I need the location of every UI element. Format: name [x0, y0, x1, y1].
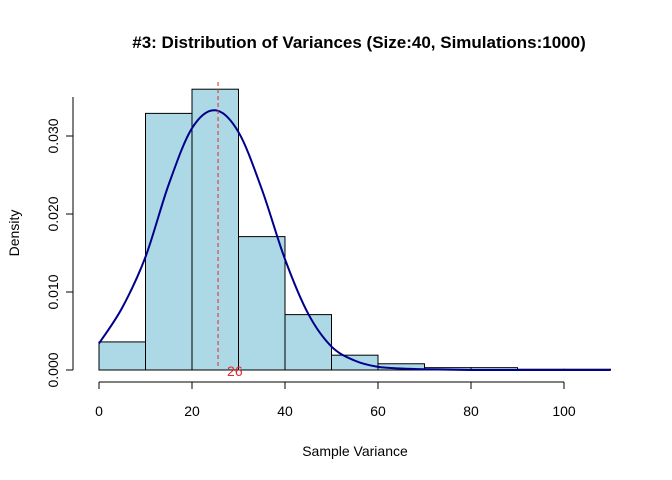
density-curve-group	[98, 109, 611, 372]
x-tick-label-1: 20	[184, 403, 200, 419]
mean-label: 26	[227, 363, 243, 379]
x-tick-label-2: 40	[277, 403, 293, 419]
y-tick-label-0: 0.000	[45, 352, 61, 387]
histogram-bar-0	[98, 341, 146, 371]
y-axis: 0.000 0.010 0.020 0.030	[45, 97, 74, 388]
histogram-bar-1	[145, 112, 193, 371]
x-tick-label-4: 80	[463, 403, 479, 419]
x-tick-label-0: 0	[95, 403, 103, 419]
y-axis-label: Density	[6, 210, 22, 257]
histogram-bar-4	[284, 314, 332, 371]
y-tick-label-1: 0.010	[45, 274, 61, 309]
histogram-bar-3	[238, 236, 286, 371]
x-tick-label-3: 60	[370, 403, 386, 419]
x-axis-label: Sample Variance	[302, 443, 408, 459]
mean-line-group: 26	[217, 82, 243, 379]
y-tick-label-2: 0.020	[45, 196, 61, 231]
density-curve	[98, 109, 611, 372]
x-axis: 0 20 40 60 80 100	[95, 381, 576, 419]
x-tick-label-5: 100	[552, 403, 576, 419]
y-tick-label-3: 0.030	[45, 118, 61, 153]
histogram-bar-5	[331, 354, 379, 371]
chart-title: #3: Distribution of Variances (Size:40, …	[132, 33, 585, 52]
histogram-bar-2	[191, 88, 239, 371]
histogram-bars	[98, 88, 611, 371]
